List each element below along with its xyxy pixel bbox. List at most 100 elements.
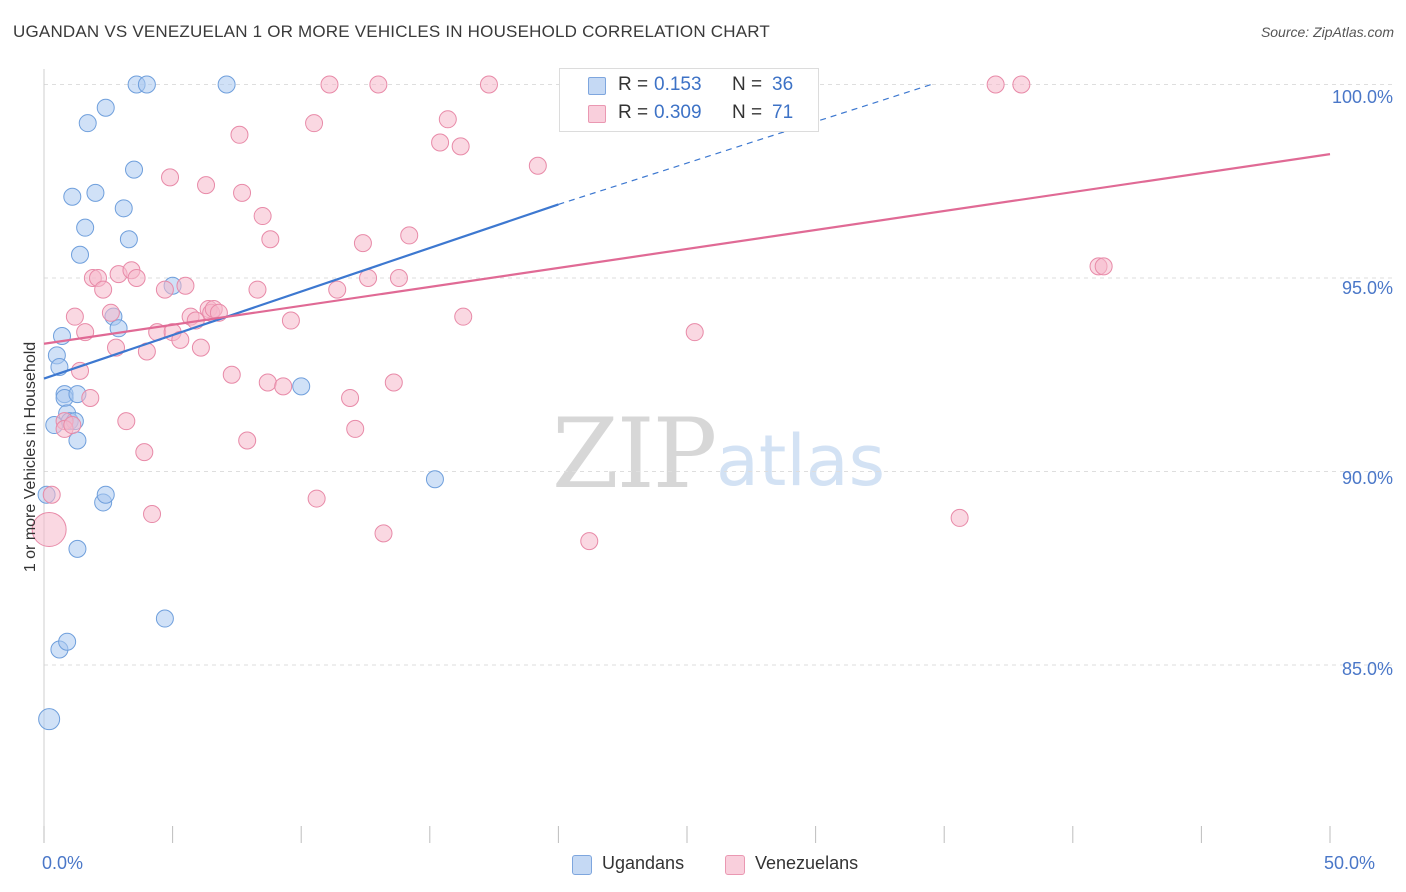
ugandans-point: [71, 245, 90, 264]
venezuelans-point: [353, 234, 372, 253]
venezuelans-point: [71, 361, 90, 380]
venezuelans-trend-line: [43, 153, 1331, 345]
ugandans-point: [125, 160, 144, 179]
venezuelans-point: [307, 489, 326, 508]
watermark-atlas: atlas: [716, 420, 886, 502]
legend-n-value-ugandans: 36: [772, 74, 794, 95]
venezuelans-point: [451, 137, 470, 156]
venezuelans-point: [253, 207, 272, 226]
bottom-legend-swatch-venezuelans: [725, 855, 745, 875]
venezuelans-point: [94, 280, 113, 299]
venezuelans-point: [1012, 75, 1031, 94]
ugandans-point: [119, 230, 138, 249]
ugandans-point: [114, 199, 133, 218]
venezuelans-point: [305, 114, 324, 133]
legend-r-value-ugandans: 0.153: [654, 74, 702, 95]
venezuelans-point: [233, 183, 252, 202]
legend-swatch-venezuelans: [588, 105, 606, 123]
venezuelans-point: [176, 276, 195, 295]
venezuelans-point: [431, 133, 450, 152]
venezuelans-point: [222, 365, 241, 384]
legend-swatch-ugandans: [588, 77, 606, 95]
venezuelans-point: [197, 176, 216, 195]
chart-title: UGANDAN VS VENEZUELAN 1 OR MORE VEHICLES…: [13, 22, 770, 41]
ugandans-point: [78, 114, 97, 133]
x-tick-label-max: 50.0%: [1324, 853, 1376, 873]
venezuelans-point: [117, 412, 136, 431]
ugandans-point: [425, 470, 444, 489]
ugandans-point: [96, 98, 115, 117]
venezuelans-point: [389, 268, 408, 287]
ugandans-point: [86, 183, 105, 202]
venezuelans-point: [580, 532, 599, 551]
venezuelans-point: [986, 75, 1005, 94]
venezuelans-point: [101, 303, 120, 322]
venezuelans-point: [274, 377, 293, 396]
venezuelans-point: [341, 388, 360, 407]
venezuelans-point: [346, 419, 365, 438]
legend-n-value-venezuelans: 71: [772, 102, 794, 123]
venezuelans-point: [258, 373, 277, 392]
venezuelans-point: [384, 373, 403, 392]
venezuelans-point: [261, 230, 280, 249]
venezuelans-point: [479, 75, 498, 94]
venezuelans-point: [238, 431, 257, 450]
ugandans-point: [292, 377, 311, 396]
venezuelans-point: [143, 505, 162, 524]
ugandans-point: [38, 708, 61, 731]
venezuelans-point: [281, 311, 300, 330]
venezuelans-point: [950, 508, 969, 527]
ugandans-point: [217, 75, 236, 94]
venezuelans-point: [438, 110, 457, 129]
venezuelans-point: [400, 226, 419, 245]
y-tick-label-85: 85.0%: [1341, 659, 1393, 679]
venezuelans-point: [454, 307, 473, 326]
bottom-legend-label-ugandans: Ugandans: [602, 853, 685, 873]
venezuelans-point: [65, 307, 84, 326]
correlation-legend: R = 0.153 N = 36 R = 0.309 N = 71: [559, 68, 819, 132]
venezuelans-point: [369, 75, 388, 94]
ugandans-point: [58, 632, 77, 651]
venezuelans-point: [81, 388, 100, 407]
venezuelans-point: [374, 524, 393, 543]
ugandans-point: [63, 187, 82, 206]
bottom-legend-label-venezuelans: Venezuelans: [755, 853, 859, 873]
venezuelans-point: [1094, 257, 1113, 276]
legend-n-label: N =: [732, 74, 763, 95]
ugandans-point: [155, 609, 174, 628]
legend-row-venezuelans: R = 0.309 N = 71: [560, 101, 818, 127]
ugandans-point: [137, 75, 156, 94]
venezuelans-point: [248, 280, 267, 299]
y-tick-label-100: 100.0%: [1331, 87, 1393, 107]
legend-r-label: R =: [618, 74, 649, 95]
y-tick-label-90: 90.0%: [1341, 468, 1393, 488]
venezuelans-point: [320, 75, 339, 94]
venezuelans-point: [528, 156, 547, 175]
legend-r-label: R =: [618, 102, 649, 123]
legend-row-ugandans: R = 0.153 N = 36: [560, 73, 818, 99]
bottom-legend-swatch-ugandans: [572, 855, 592, 875]
ugandans-point: [68, 539, 87, 558]
y-tick-label-95: 95.0%: [1341, 278, 1393, 298]
ugandans-trend-line: [43, 203, 559, 380]
legend-n-label: N =: [732, 102, 763, 123]
venezuelans-point: [31, 512, 67, 548]
venezuelans-point: [161, 168, 180, 187]
venezuelans-point: [135, 443, 154, 462]
venezuelans-point: [127, 268, 146, 287]
y-axis-label: 1 or more Vehicles in Household: [22, 341, 39, 573]
watermark-zip: ZIP: [552, 398, 717, 510]
venezuelans-point: [685, 323, 704, 342]
ugandans-point: [96, 485, 115, 504]
venezuelans-point: [63, 416, 82, 435]
venezuelans-point: [155, 280, 174, 299]
ugandans-point: [76, 218, 95, 237]
source-label: Source: ZipAtlas.com: [1260, 24, 1394, 40]
venezuelans-point: [42, 485, 61, 504]
x-tick-label-min: 0.0%: [42, 853, 84, 873]
legend-r-value-venezuelans: 0.309: [654, 102, 702, 123]
venezuelans-point: [230, 125, 249, 144]
venezuelans-point: [191, 338, 210, 357]
venezuelans-point: [328, 280, 347, 299]
